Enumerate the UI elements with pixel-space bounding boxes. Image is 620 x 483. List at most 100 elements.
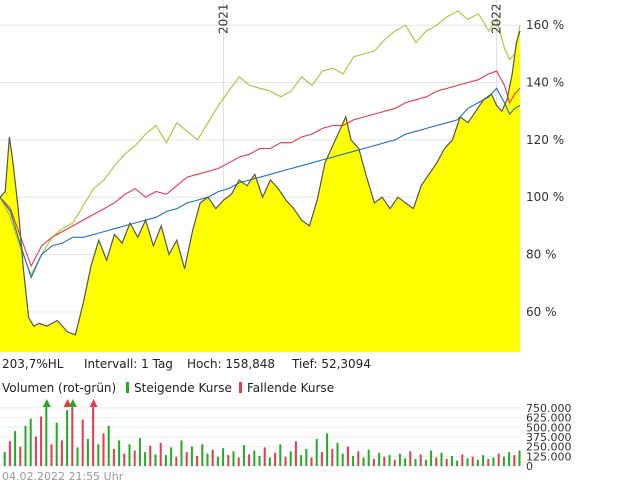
volume-bar [34,436,37,466]
volume-bar [513,455,516,466]
volume-bar [445,459,448,466]
volume-bar [487,459,490,466]
volume-bar [393,459,396,466]
volume-bar [211,449,214,466]
volume-bar [92,407,95,466]
volume-bar [8,441,11,466]
volume-bar [206,453,209,466]
volume-bar [300,455,303,466]
volume-bar [222,448,225,466]
volume-bar [196,455,199,466]
volume-bar [19,446,22,466]
main-series-line [0,30,521,336]
volume-bar [164,455,167,466]
range-label: 203,7%HL [2,357,64,371]
volume-bar [3,452,6,466]
volume-bar [492,457,495,466]
volume-bar [310,457,313,466]
volume-y-tick-label: 0 [526,460,533,473]
volume-bar [398,453,401,466]
price-y-tick-label: 140 % [526,76,564,90]
volume-bar [237,457,240,466]
volume-bar [190,446,193,466]
volume-overflow-marker [89,399,98,407]
comparison-series-line [0,70,521,268]
price-y-tick-label: 100 % [526,190,564,204]
volume-bar [435,457,438,466]
main-series-area [0,30,520,353]
volume-bar [227,455,230,466]
volume-bar [305,448,308,466]
volume-bar [466,458,469,467]
timestamp: 04.02.2022 21:55 Uhr [2,470,124,483]
volume-bar [107,425,110,466]
volume-bar [216,456,219,466]
legend-up-swatch [126,382,129,393]
volume-y-tick-label: 500.000 [526,421,572,434]
legend-down-label: Fallende Kurse [247,381,334,395]
volume-bar [170,447,173,466]
volume-bar [378,452,381,466]
volume-bar [326,433,329,466]
volume-bar [248,454,251,466]
volume-y-tick-label: 125.000 [526,450,572,463]
year-label: 2021 [217,3,231,34]
volume-bar [144,452,147,466]
volume-bar [159,442,162,467]
volume-bar [76,447,79,466]
volume-bar [253,450,256,466]
volume-bar [86,438,89,466]
volume-bar [502,456,505,466]
volume-bar [274,452,277,466]
volume-bar [258,455,261,466]
volume-bar [497,453,500,466]
volume-bar [294,441,297,466]
volume-bar [320,452,323,466]
volume-bar [45,407,48,466]
year-labels: 2021 2022 [217,3,504,34]
legend-up-label: Steigende Kurse [134,381,232,395]
volume-bar [450,455,453,466]
volume-bar [128,444,131,466]
volume-bar [60,440,63,466]
volume-bars [3,407,521,467]
info-bar: 203,7%HL Intervall: 1 Tag Hoch: 158,848 … [2,357,371,371]
volume-bar [279,444,282,466]
volume-overflow-marker [68,399,77,407]
volume-y-tick-label: 375.000 [526,431,572,444]
volume-bar [346,446,349,466]
volume-bar [81,419,84,466]
volume-bar [284,456,287,466]
volume-header: Volumen (rot-grün) Steigende Kurse Falle… [2,381,334,395]
volume-overflow-marker [42,399,51,407]
price-y-tick-labels: 60 % 80 % 100 % 120 % 140 % 160 % [526,18,564,319]
volume-bar [383,456,386,466]
volume-bar [112,448,115,466]
volume-bar [476,459,479,466]
volume-bar [40,416,43,466]
volume-bar [118,440,121,466]
volume-bar [336,442,339,467]
low-label: Tief: 52,3094 [291,357,371,371]
volume-overflow-marker [63,399,72,407]
volume-bar [362,457,365,466]
comparison-series-line [0,87,521,280]
volume-overflow-markers [42,399,98,407]
volume-bar [185,452,188,466]
volume-bar [482,455,485,466]
volume-bar [352,455,355,466]
volume-bar [440,452,443,466]
volume-bar [419,454,422,466]
volume-bar [471,456,474,466]
volume-bar [242,445,245,466]
volume-bar [331,448,334,466]
volume-bar [133,450,136,466]
volume-bar [372,459,375,466]
volume-bar [55,422,58,466]
volume-bar [388,455,391,466]
volume-bar [263,447,266,466]
interval-label: Intervall: 1 Tag [84,357,173,371]
price-y-tick-label: 120 % [526,133,564,147]
volume-bar [71,407,74,466]
volume-bar [289,451,292,466]
